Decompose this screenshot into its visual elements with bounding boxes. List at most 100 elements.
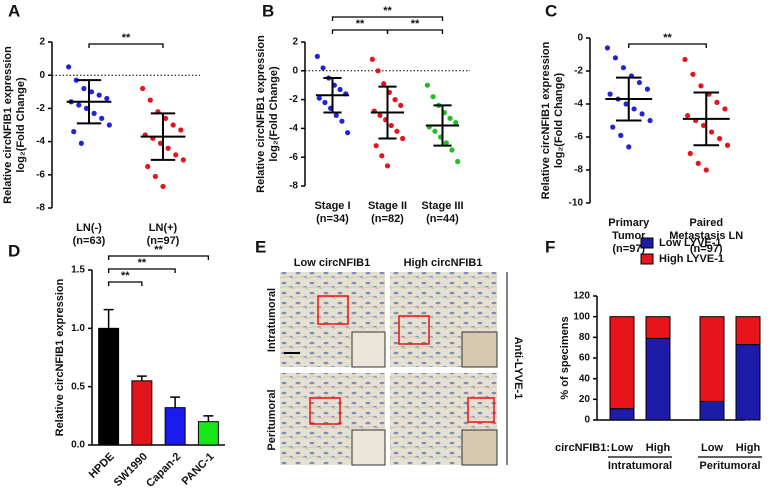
data-point	[339, 118, 345, 124]
y-tick-label: 0	[584, 415, 590, 426]
data-point	[722, 106, 728, 112]
data-point	[76, 102, 82, 108]
data-point	[392, 97, 398, 103]
y-tick-label: 20	[579, 394, 591, 405]
y-tick-label: 1.0	[71, 323, 85, 334]
y-tick-label: -6	[574, 132, 583, 143]
data-point	[316, 95, 322, 101]
y-tick-label: 0	[577, 33, 583, 44]
significance-bracket	[107, 268, 176, 273]
x-tick-label: Stage II	[368, 200, 407, 212]
row-label: Intratumoral	[266, 288, 278, 352]
data-point	[337, 86, 343, 93]
y-tick-label: 0	[39, 70, 45, 81]
data-point	[81, 85, 87, 92]
data-point	[610, 124, 616, 130]
x-tick-label: Primary	[608, 217, 650, 229]
data-point	[708, 129, 715, 135]
sd-bar	[323, 77, 342, 114]
side-label: Anti-LYVE-1	[512, 337, 524, 400]
category-title: circNFIB1:	[555, 442, 610, 454]
panel-letter: D	[8, 241, 20, 260]
significance-bracket	[331, 16, 444, 21]
group-label: Intratumoral	[608, 460, 672, 472]
bar-segment	[735, 344, 761, 421]
data-point	[687, 150, 693, 157]
x-tick-label: Stage III	[421, 200, 463, 212]
panel-letter: C	[545, 1, 557, 20]
data-point	[453, 120, 459, 126]
sd-bar	[378, 85, 397, 140]
significance-label: **	[356, 18, 365, 30]
inset	[351, 429, 386, 466]
x-tick-label: (n=63)	[73, 235, 106, 247]
error-bar	[136, 375, 147, 381]
data-point	[612, 55, 619, 61]
data-point	[398, 102, 404, 108]
highlight-box	[467, 397, 495, 423]
highlight-box	[309, 397, 341, 425]
sd-bar	[433, 104, 452, 147]
data-point	[644, 86, 650, 92]
significance-bracket	[628, 43, 707, 48]
group-label: Peritumoral	[699, 460, 760, 472]
data-point	[455, 158, 461, 165]
significance-label: **	[411, 18, 420, 30]
y-tick-label: -4	[574, 99, 583, 110]
y-tick-label: -2	[289, 94, 298, 105]
y-tick-label: -8	[36, 203, 45, 214]
x-tick-label: (n=97)	[612, 243, 645, 255]
panel-letter: A	[8, 1, 20, 20]
data-point	[83, 105, 90, 111]
y-tick-label: 40	[579, 373, 591, 384]
data-point	[381, 81, 387, 87]
data-point	[180, 157, 186, 163]
significance-bracket	[331, 29, 389, 34]
y-tick-label: 120	[573, 291, 590, 302]
data-point	[152, 173, 158, 180]
x-tick-label: High	[736, 442, 761, 454]
data-point	[690, 71, 696, 77]
data-point	[373, 143, 379, 149]
data-point	[157, 140, 164, 146]
y-tick-label: 2	[39, 37, 45, 48]
data-point	[140, 85, 146, 92]
data-point	[714, 99, 720, 105]
data-point	[716, 136, 723, 142]
highlight-box	[317, 295, 349, 325]
column-label: Low circNFIB1	[294, 257, 370, 269]
x-tick-label: Paired	[689, 217, 723, 229]
data-point	[626, 144, 632, 150]
y-tick-label: 0.0	[71, 440, 85, 451]
sd-bar	[693, 91, 720, 147]
y-tick-label: 100	[573, 311, 590, 322]
highlight-box	[398, 315, 430, 345]
y-axis-label: Relative circNFIB1 expression	[540, 41, 552, 199]
data-point	[631, 106, 637, 112]
data-point	[443, 140, 449, 146]
y-tick-label: 60	[579, 353, 591, 364]
data-point	[685, 112, 691, 119]
error-bar	[203, 415, 214, 422]
bar-segment	[609, 316, 635, 410]
data-point	[695, 160, 701, 166]
y-axis-label: log₂(Fold Change)	[15, 77, 27, 173]
data-point	[620, 65, 627, 71]
significance-label: **	[121, 270, 130, 282]
x-tick-label: LN(-)	[76, 222, 102, 234]
data-point	[388, 122, 394, 129]
y-axis-label: Relative circNFIB1 expression	[255, 35, 267, 193]
x-tick-label: Metastasis LN	[669, 230, 743, 242]
data-point	[73, 77, 79, 83]
x-tick-label: PANC-1	[180, 451, 217, 488]
sd-bar	[615, 76, 642, 122]
legend-swatch	[640, 237, 654, 249]
data-point	[178, 127, 184, 133]
data-point	[104, 95, 110, 102]
column-label: High circNFIB1	[404, 257, 483, 269]
x-tick-label: Low	[701, 442, 723, 454]
panel-letter: E	[255, 237, 266, 256]
y-tick-label: -8	[574, 165, 583, 176]
bar-segment	[735, 316, 761, 346]
